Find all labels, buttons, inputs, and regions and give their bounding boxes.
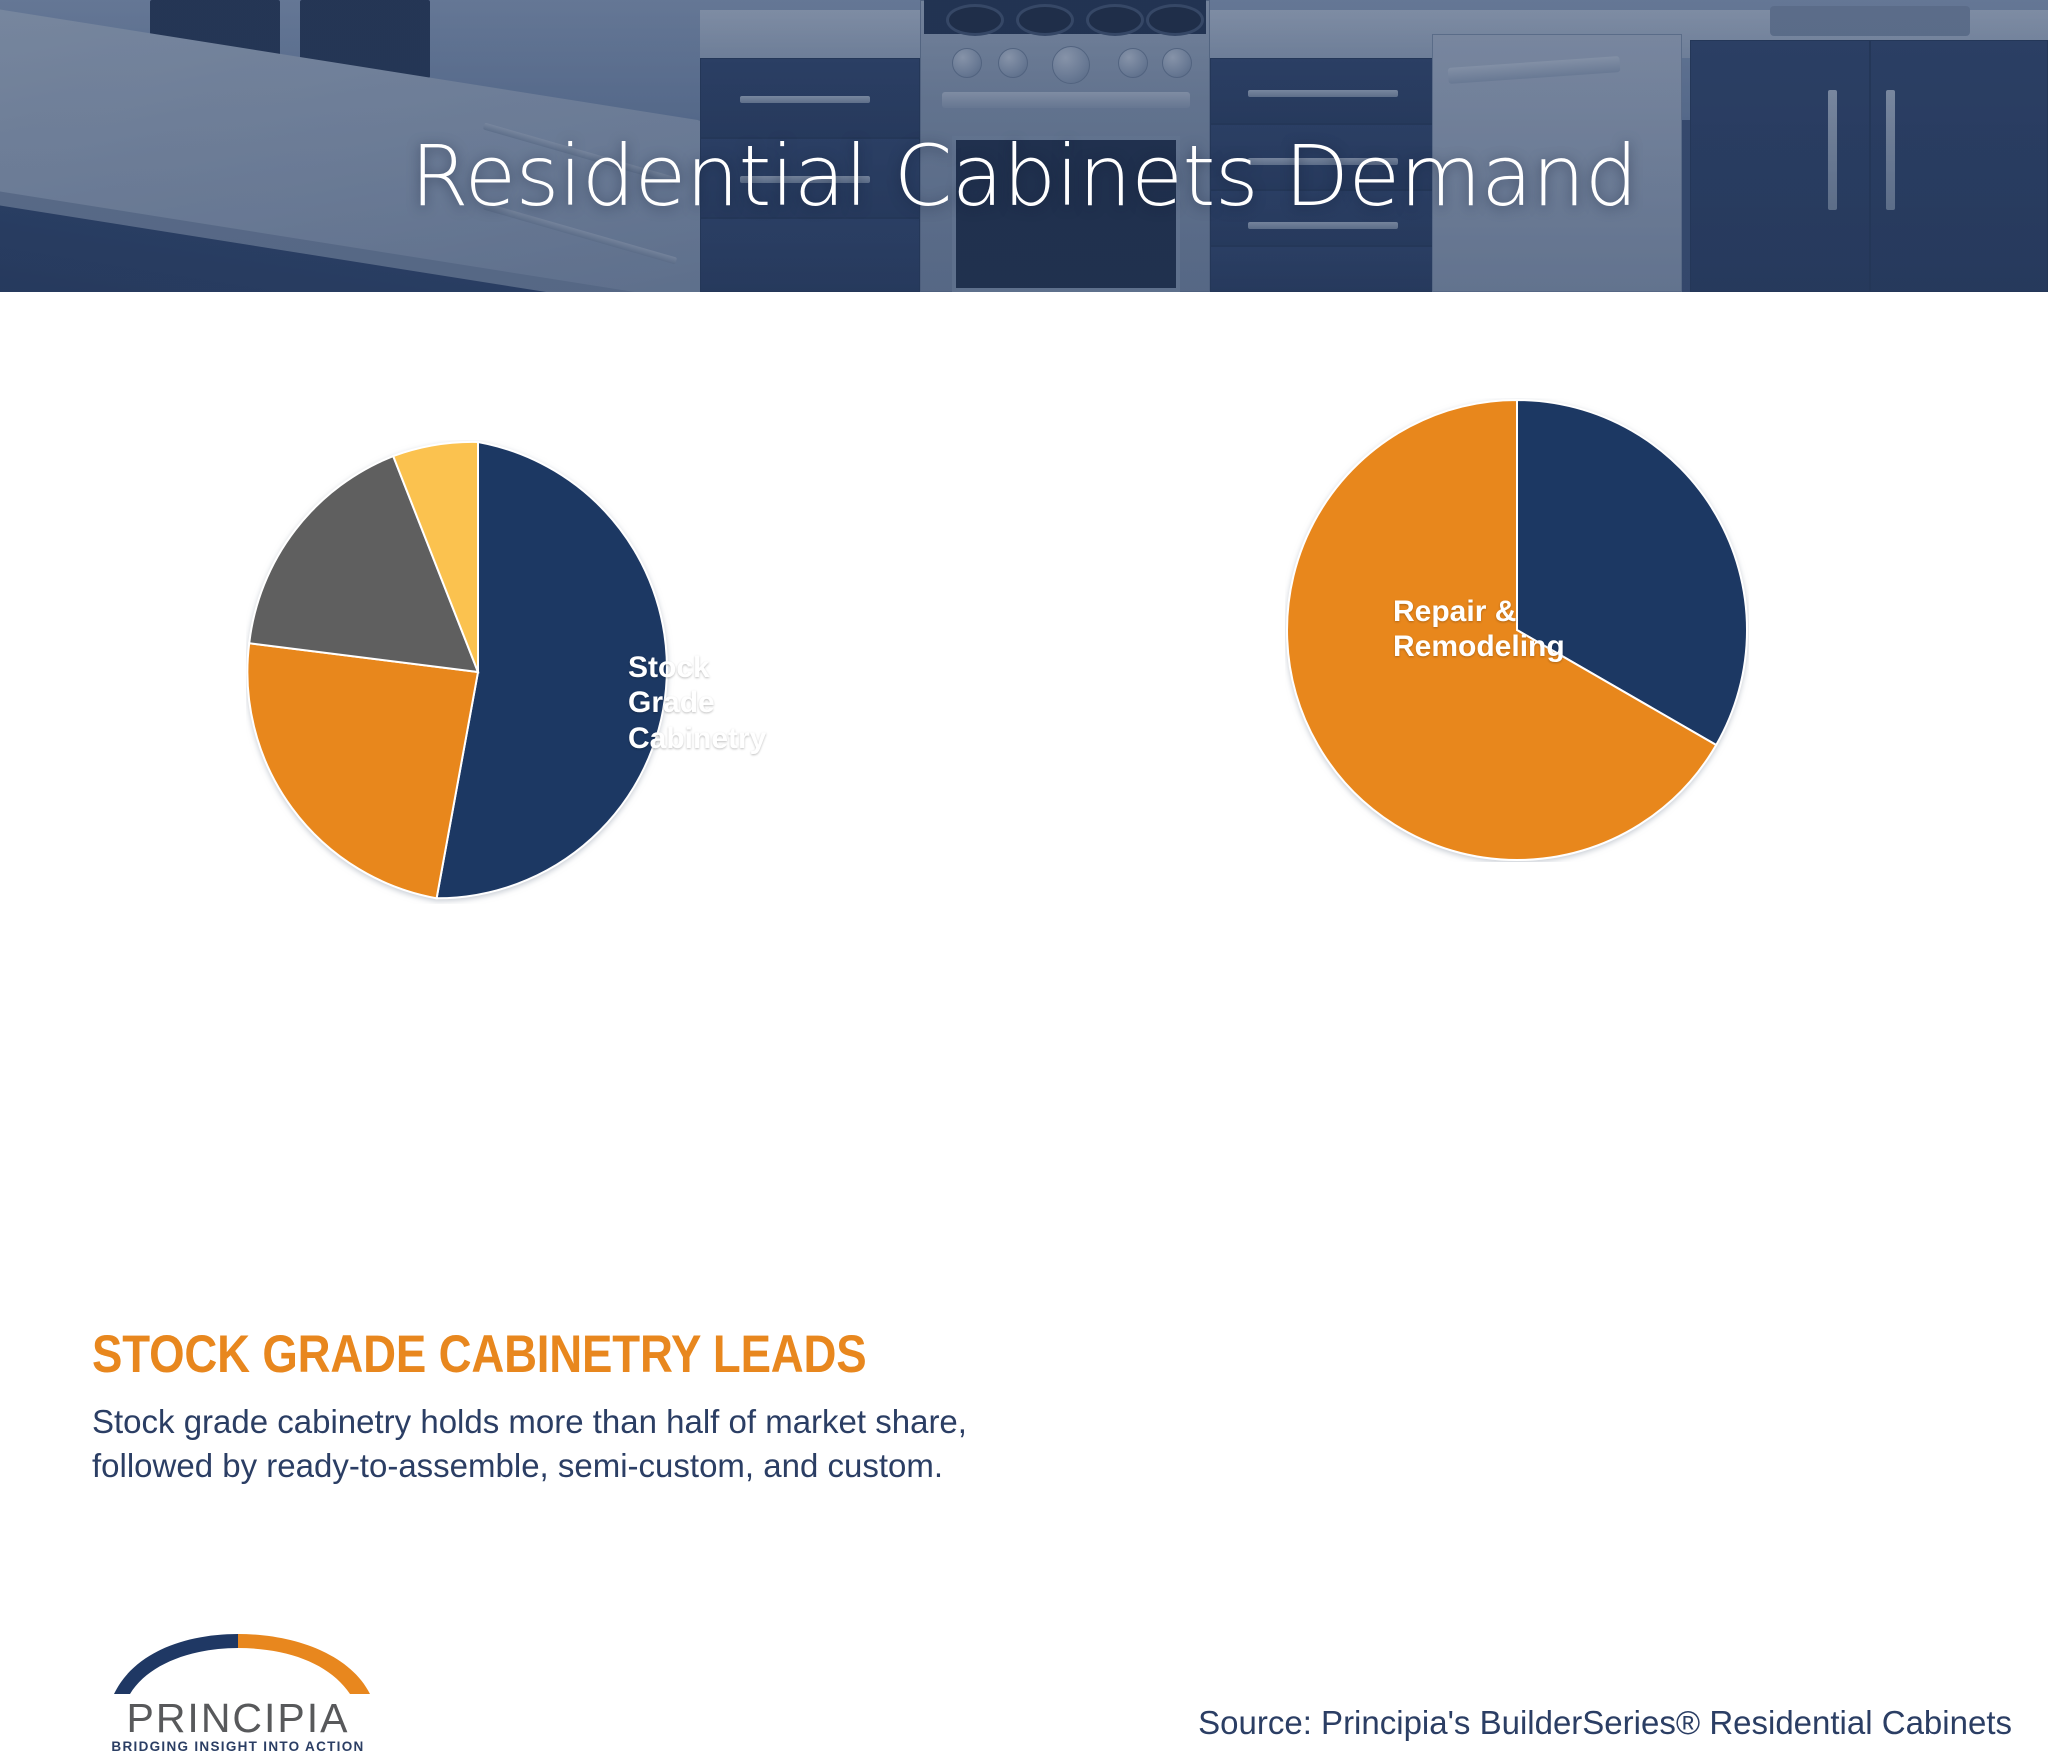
headline-stock-grade: STOCK GRADE CABINETRY LEADS [92,1325,867,1384]
pie-slice-semi-custom [248,454,480,674]
pie-chart-end-use: Repair & Remodeling [1285,398,1749,862]
source-note: Source: Principia's BuilderSeries® Resid… [1198,1704,2012,1741]
pie-slice-custom [391,440,479,673]
pie-chart-product-grade: Stock Grade Cabinetry [246,440,766,904]
pie-slice-label-repair-remodeling: Repair & Remodeling [1393,595,1565,664]
body-copy-stock-grade: Stock grade cabinetry holds more than ha… [92,1403,967,1485]
kitchen-photo [0,0,2048,292]
pie-slice-stock-grade [435,440,668,900]
pie-slice-label-stock-grade: Stock Grade Cabinetry [628,651,767,755]
pie-slice-new-construction [1516,398,1748,747]
banner-tint-overlay [0,0,2048,292]
bridge-arch-icon [114,1634,370,1694]
page-title: Residential Cabinets Demand [410,127,1638,225]
pie-slice-repair-remodeling [1286,398,1718,861]
logo-wordmark: PRINCIPIA [126,1695,349,1741]
header-banner: Residential Cabinets Demand [0,0,2048,292]
logo-tagline: BRIDGING INSIGHT INTO ACTION [111,1739,364,1754]
content-area: Stock Grade Cabinetry STOCK GRADE CABINE… [0,292,2048,1754]
pie-slice-ready-to-assemble [246,642,480,900]
principia-logo: PRINCIPIA BRIDGING INSIGHT INTO ACTION [88,1632,388,1756]
